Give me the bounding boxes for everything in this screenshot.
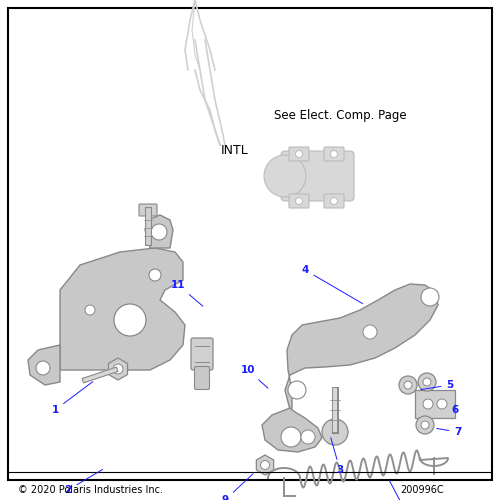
Text: See Elect. Comp. Page: See Elect. Comp. Page	[274, 108, 406, 122]
Polygon shape	[285, 284, 438, 410]
Polygon shape	[262, 408, 322, 452]
Text: 3: 3	[331, 438, 344, 475]
Text: 9: 9	[222, 474, 253, 500]
Circle shape	[418, 373, 436, 391]
Circle shape	[260, 460, 270, 469]
Circle shape	[423, 378, 431, 386]
Circle shape	[421, 421, 429, 429]
Circle shape	[404, 381, 412, 389]
Circle shape	[264, 155, 306, 197]
Circle shape	[151, 224, 167, 240]
Text: 8: 8	[390, 480, 408, 500]
Text: © 2020 Polaris Industries Inc.: © 2020 Polaris Industries Inc.	[18, 485, 163, 495]
Circle shape	[288, 381, 306, 399]
Text: 4: 4	[302, 265, 362, 304]
Circle shape	[421, 288, 439, 306]
Circle shape	[416, 416, 434, 434]
FancyBboxPatch shape	[289, 147, 309, 161]
Polygon shape	[60, 248, 185, 370]
FancyBboxPatch shape	[191, 338, 213, 370]
Text: 5: 5	[420, 380, 454, 390]
Circle shape	[281, 427, 301, 447]
Circle shape	[423, 399, 433, 409]
Circle shape	[399, 376, 417, 394]
Text: 6: 6	[452, 405, 458, 415]
Circle shape	[149, 269, 161, 281]
Text: 1: 1	[52, 382, 93, 415]
Polygon shape	[28, 345, 60, 385]
FancyBboxPatch shape	[324, 194, 344, 208]
Circle shape	[437, 399, 447, 409]
FancyBboxPatch shape	[289, 194, 309, 208]
Text: 11: 11	[171, 280, 203, 306]
FancyBboxPatch shape	[324, 147, 344, 161]
Polygon shape	[145, 215, 173, 248]
FancyBboxPatch shape	[281, 151, 354, 201]
Circle shape	[322, 419, 348, 445]
Circle shape	[301, 430, 315, 444]
Circle shape	[363, 325, 377, 339]
Text: 200996C: 200996C	[400, 485, 444, 495]
Polygon shape	[256, 455, 274, 475]
Circle shape	[330, 198, 338, 204]
Text: 2: 2	[64, 470, 102, 495]
Text: 10: 10	[241, 365, 268, 388]
FancyBboxPatch shape	[139, 204, 157, 216]
Circle shape	[296, 150, 302, 158]
Circle shape	[113, 364, 123, 374]
Circle shape	[36, 361, 50, 375]
FancyBboxPatch shape	[194, 366, 210, 390]
Circle shape	[296, 198, 302, 204]
Circle shape	[85, 305, 95, 315]
FancyBboxPatch shape	[415, 390, 455, 418]
Text: 7: 7	[436, 427, 462, 437]
Text: INTL: INTL	[221, 144, 249, 156]
Polygon shape	[108, 358, 128, 380]
Circle shape	[330, 150, 338, 158]
Circle shape	[114, 304, 146, 336]
